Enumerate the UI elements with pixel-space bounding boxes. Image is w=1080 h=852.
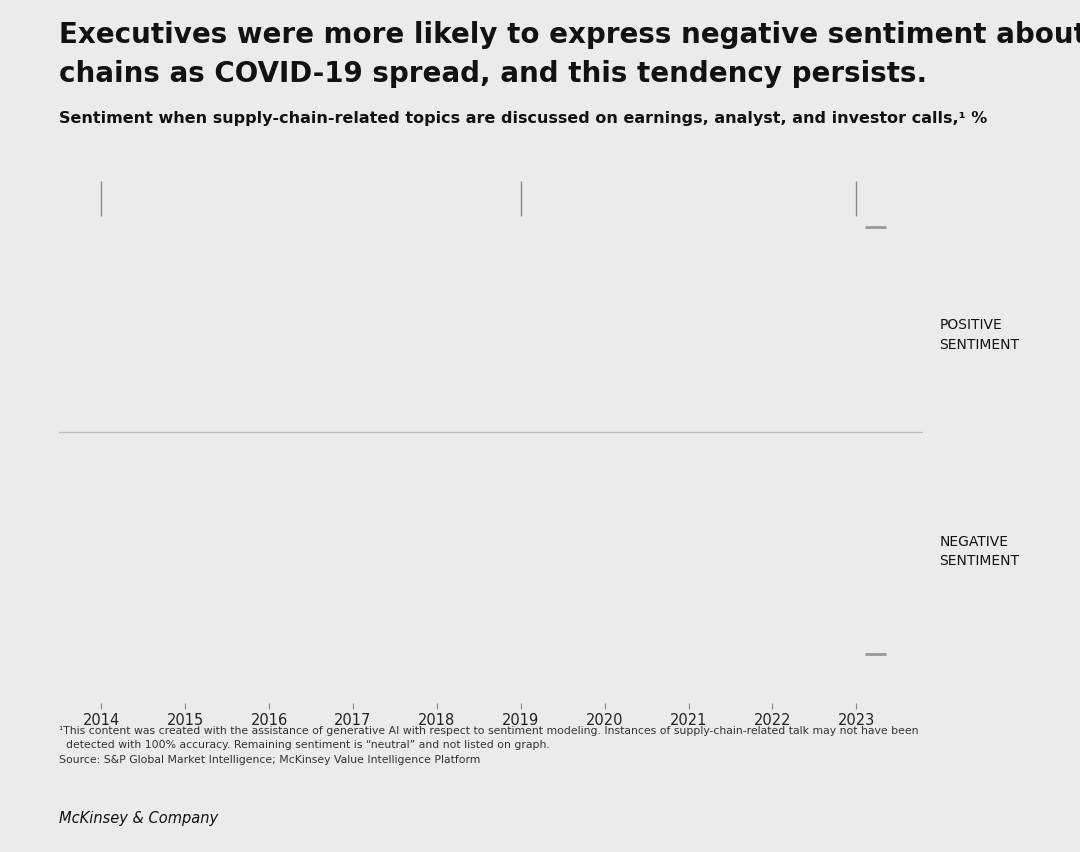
- Text: McKinsey & Company: McKinsey & Company: [59, 811, 218, 826]
- Text: ¹This content was created with the assistance of generative AI with respect to s: ¹This content was created with the assis…: [59, 726, 919, 736]
- Text: Executives were more likely to express negative sentiment about supply: Executives were more likely to express n…: [59, 21, 1080, 49]
- Text: NEGATIVE
SENTIMENT: NEGATIVE SENTIMENT: [940, 535, 1020, 568]
- Text: POSITIVE
SENTIMENT: POSITIVE SENTIMENT: [940, 319, 1020, 352]
- Text: detected with 100% accuracy. Remaining sentiment is “neutral” and not listed on : detected with 100% accuracy. Remaining s…: [59, 740, 550, 751]
- Text: chains as COVID-19 spread, and this tendency persists.: chains as COVID-19 spread, and this tend…: [59, 60, 928, 88]
- Text: Source: S&P Global Market Intelligence; McKinsey Value Intelligence Platform: Source: S&P Global Market Intelligence; …: [59, 755, 481, 765]
- Text: Sentiment when supply-chain-related topics are discussed on earnings, analyst, a: Sentiment when supply-chain-related topi…: [59, 111, 987, 126]
